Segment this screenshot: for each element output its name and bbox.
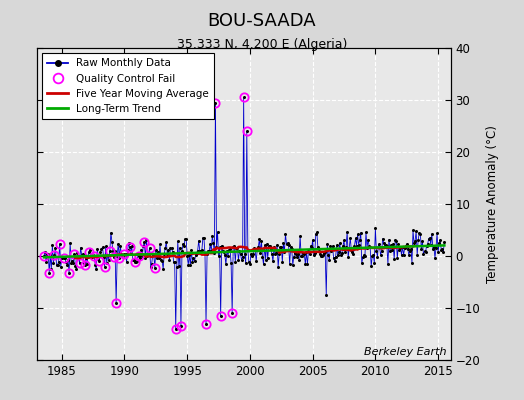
Text: Berkeley Earth: Berkeley Earth [364, 347, 446, 357]
Y-axis label: Temperature Anomaly (°C): Temperature Anomaly (°C) [486, 125, 499, 283]
Text: BOU-SAADA: BOU-SAADA [208, 12, 316, 30]
Text: 35.333 N, 4.200 E (Algeria): 35.333 N, 4.200 E (Algeria) [177, 38, 347, 51]
Legend: Raw Monthly Data, Quality Control Fail, Five Year Moving Average, Long-Term Tren: Raw Monthly Data, Quality Control Fail, … [42, 53, 214, 119]
